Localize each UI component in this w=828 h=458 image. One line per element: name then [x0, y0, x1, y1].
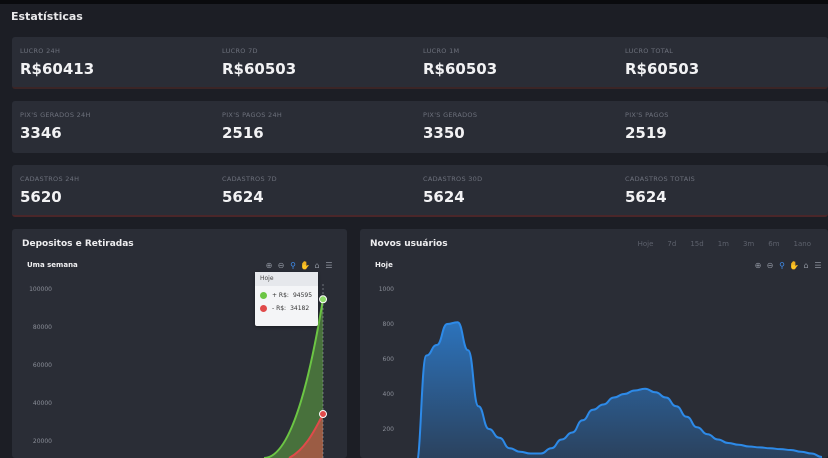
- stat-label: LUCRO 24H: [20, 47, 61, 55]
- chart-tooltip: Hoje + R$: 94595 - R$: 34182: [255, 272, 318, 326]
- stat-value: 2516: [222, 124, 264, 142]
- y-tick-label: 1000: [379, 286, 394, 293]
- stat-label: PIX'S PAGOS 24H: [222, 111, 283, 119]
- new-users-card-title: Novos usuários: [370, 239, 448, 249]
- y-tick-label: 600: [383, 356, 395, 363]
- y-tick-label: 200: [383, 426, 395, 433]
- stats-row-profit: LUCRO 24H R$60413 LUCRO 7D R$60503 LUCRO 1…: [12, 37, 828, 89]
- users-chart-subtitle: Hoje: [375, 261, 393, 269]
- stat-label: PIX'S GERADOS 24H: [20, 111, 91, 119]
- y-tick-label: 40000: [33, 400, 52, 407]
- y-tick-label: 100000: [29, 286, 52, 293]
- deposits-chart-subtitle: Uma semana: [27, 261, 78, 269]
- series-line-users: [416, 321, 823, 458]
- y-tick-label: 80000: [33, 324, 52, 331]
- stat-value: R$60503: [222, 60, 297, 78]
- menu-icon[interactable]: ☰: [325, 260, 333, 270]
- y-tick-label: 800: [383, 321, 395, 328]
- pan-hand-icon[interactable]: ✋: [789, 260, 799, 270]
- tooltip-header: Hoje: [255, 272, 318, 286]
- tooltip-row-deposit: + R$: 94595: [255, 292, 318, 299]
- top-bar: [0, 0, 828, 4]
- stat-value: 2519: [625, 124, 667, 142]
- stat-label: CADASTROS 7D: [222, 175, 277, 183]
- stat-label: PIX'S PAGOS: [625, 111, 669, 119]
- stat-value: 3350: [423, 124, 465, 142]
- stat-value: 5624: [625, 188, 667, 206]
- range-tabs: Hoje 7d 15d 1m 3m 6m 1ano: [631, 240, 818, 248]
- stat-value: 3346: [20, 124, 62, 142]
- stat-value: R$60413: [20, 60, 95, 78]
- deposits-card: Depositos e Retiradas Uma semana ⊕ ⊖ ⚲ ✋…: [12, 229, 347, 458]
- magnifier-icon[interactable]: ⚲: [779, 260, 785, 270]
- stat-label: PIX'S GERADOS: [423, 111, 478, 119]
- tooltip-row-withdraw: - R$: 34182: [255, 305, 318, 312]
- deposits-card-title: Depositos e Retiradas: [22, 239, 134, 249]
- series-line-deposits: [263, 299, 324, 458]
- page-title: Estatísticas: [11, 10, 83, 23]
- new-users-chart: 1000 800 600 400 200: [379, 286, 823, 458]
- magnifier-icon[interactable]: ⚲: [290, 260, 296, 270]
- series-area-withdrawals: [289, 414, 323, 458]
- stat-label: CADASTROS TOTAIS: [625, 175, 696, 183]
- series-line-withdrawals: [288, 413, 324, 458]
- tab-3m[interactable]: 3m: [742, 240, 755, 248]
- tab-1m[interactable]: 1m: [717, 240, 729, 248]
- tab-15d[interactable]: 15d: [690, 240, 704, 248]
- zoom-out-icon[interactable]: ⊖: [766, 260, 774, 270]
- tooltip-label: + R$:: [272, 292, 289, 299]
- green-dot-icon: [260, 292, 267, 299]
- users-chart-toolbar: ⊕ ⊖ ⚲ ✋ ⌂ ☰: [753, 260, 823, 270]
- stat-label: LUCRO 1M: [423, 47, 460, 55]
- tab-7d[interactable]: 7d: [667, 240, 677, 248]
- zoom-in-icon[interactable]: ⊕: [265, 260, 273, 270]
- tab-6m[interactable]: 6m: [768, 240, 780, 248]
- tooltip-label: - R$:: [272, 305, 287, 312]
- home-icon[interactable]: ⌂: [803, 260, 809, 270]
- tab-1ano[interactable]: 1ano: [793, 240, 811, 248]
- deposits-chart: 100000 80000 60000 40000 20000: [29, 284, 327, 458]
- menu-icon[interactable]: ☰: [814, 260, 822, 270]
- y-tick-label: 20000: [33, 438, 52, 445]
- zoom-out-icon[interactable]: ⊖: [277, 260, 285, 270]
- tooltip-value: 34182: [290, 305, 310, 312]
- stat-value: R$60503: [625, 60, 700, 78]
- stat-value: 5624: [222, 188, 264, 206]
- data-point-withdrawals: [319, 410, 327, 419]
- stats-row-signups: CADASTROS 24H 5620 CADASTROS 7D 5624 CADAS…: [12, 165, 828, 217]
- tooltip-value: 94595: [292, 292, 313, 299]
- home-icon[interactable]: ⌂: [314, 260, 320, 270]
- stat-value: R$60503: [423, 60, 498, 78]
- red-dot-icon: [260, 305, 267, 312]
- stat-label: CADASTROS 24H: [20, 175, 80, 183]
- zoom-in-icon[interactable]: ⊕: [754, 260, 762, 270]
- pan-hand-icon[interactable]: ✋: [300, 260, 310, 270]
- series-area-users: [416, 322, 822, 458]
- stats-row-pix: PIX'S GERADOS 24H 3346 PIX'S PAGOS 24H 251…: [12, 101, 828, 153]
- stat-value: 5620: [20, 188, 62, 206]
- new-users-card: Novos usuários Hoje 7d 15d 1m 3m 6m 1ano…: [360, 229, 828, 458]
- stat-label: LUCRO TOTAL: [625, 47, 674, 55]
- series-area-deposits: [264, 299, 323, 458]
- stat-value: 5624: [423, 188, 465, 206]
- deposits-chart-toolbar: ⊕ ⊖ ⚲ ✋ ⌂ ☰: [264, 260, 334, 270]
- stat-label: LUCRO 7D: [222, 47, 258, 55]
- tab-hoje[interactable]: Hoje: [637, 240, 654, 248]
- y-tick-label: 60000: [33, 362, 52, 369]
- data-point-deposits: [319, 295, 327, 304]
- y-tick-label: 400: [383, 391, 395, 398]
- stat-label: CADASTROS 30D: [423, 175, 483, 183]
